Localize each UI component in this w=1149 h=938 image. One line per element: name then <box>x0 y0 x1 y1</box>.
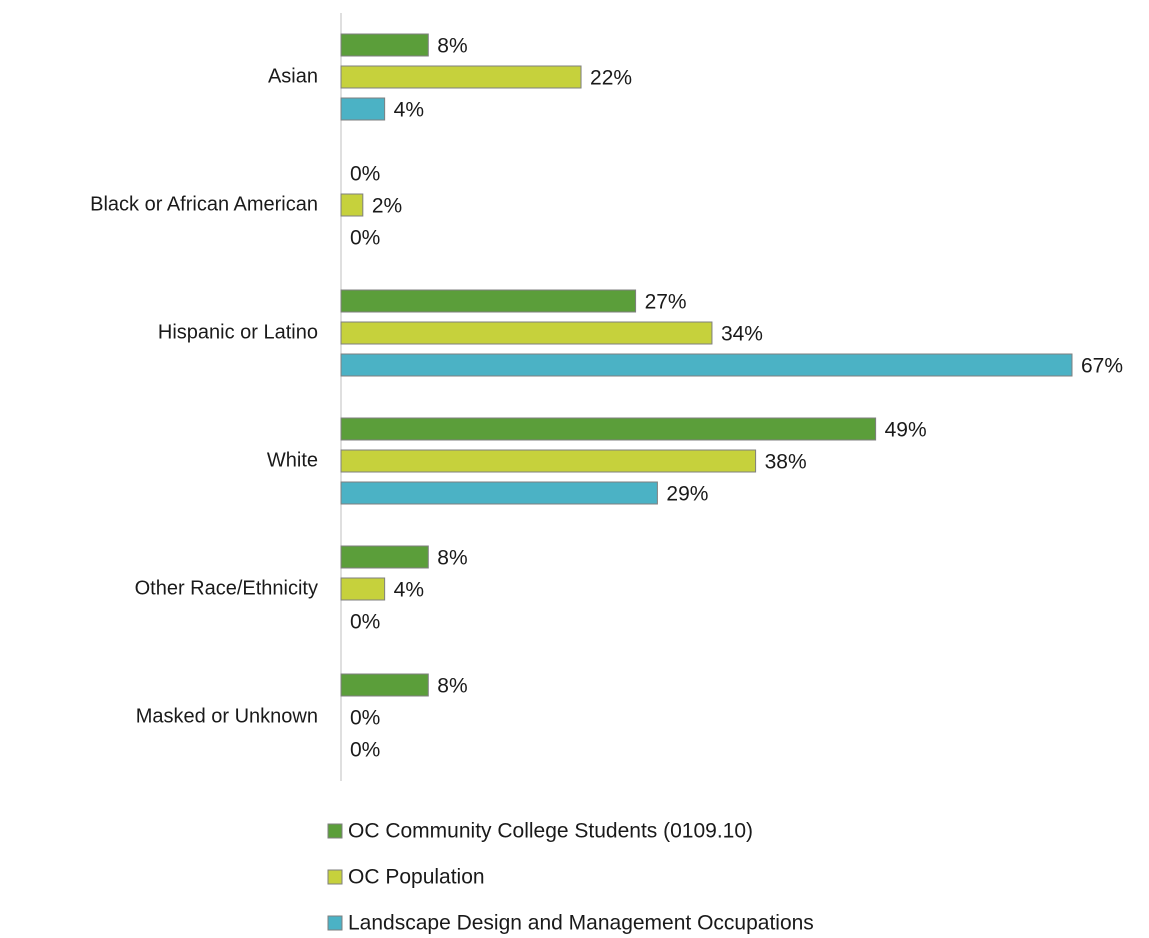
category-label: Masked or Unknown <box>136 705 318 727</box>
bar <box>340 353 1073 377</box>
bar <box>340 545 429 569</box>
bar <box>340 577 386 601</box>
category-label: Other Race/Ethnicity <box>135 577 318 599</box>
data-label: 0% <box>350 611 380 634</box>
bar <box>340 481 658 505</box>
data-label: 27% <box>645 291 687 314</box>
bar <box>340 65 582 89</box>
legend-label: Landscape Design and Management Occupati… <box>348 912 814 935</box>
data-label: 4% <box>394 99 424 122</box>
legend-swatch <box>327 869 343 885</box>
bar <box>340 417 877 441</box>
legend-swatch <box>327 915 343 931</box>
data-label: 49% <box>885 419 927 442</box>
data-label: 0% <box>350 227 380 250</box>
category-label: Hispanic or Latino <box>158 321 318 343</box>
data-label: 8% <box>437 35 467 58</box>
bar <box>340 33 429 57</box>
data-label: 4% <box>394 579 424 602</box>
data-label: 0% <box>350 163 380 186</box>
data-label: 0% <box>350 707 380 730</box>
bar <box>340 97 386 121</box>
category-label: White <box>267 449 318 471</box>
category-label: Black or African American <box>90 193 318 215</box>
legend-label: OC Population <box>348 866 485 889</box>
bar <box>340 289 637 313</box>
legend-swatch <box>327 823 343 839</box>
data-label: 67% <box>1081 355 1123 378</box>
category-label: Asian <box>268 65 318 87</box>
data-label: 0% <box>350 739 380 762</box>
data-label: 38% <box>765 451 807 474</box>
bar <box>340 673 429 697</box>
bar <box>340 193 364 217</box>
data-label: 2% <box>372 195 402 218</box>
data-label: 8% <box>437 547 467 570</box>
data-label: 34% <box>721 323 763 346</box>
data-label: 29% <box>666 483 708 506</box>
data-label: 22% <box>590 67 632 90</box>
bar <box>340 449 757 473</box>
data-label: 8% <box>437 675 467 698</box>
legend-label: OC Community College Students (0109.10) <box>348 820 753 843</box>
bar <box>340 321 713 345</box>
